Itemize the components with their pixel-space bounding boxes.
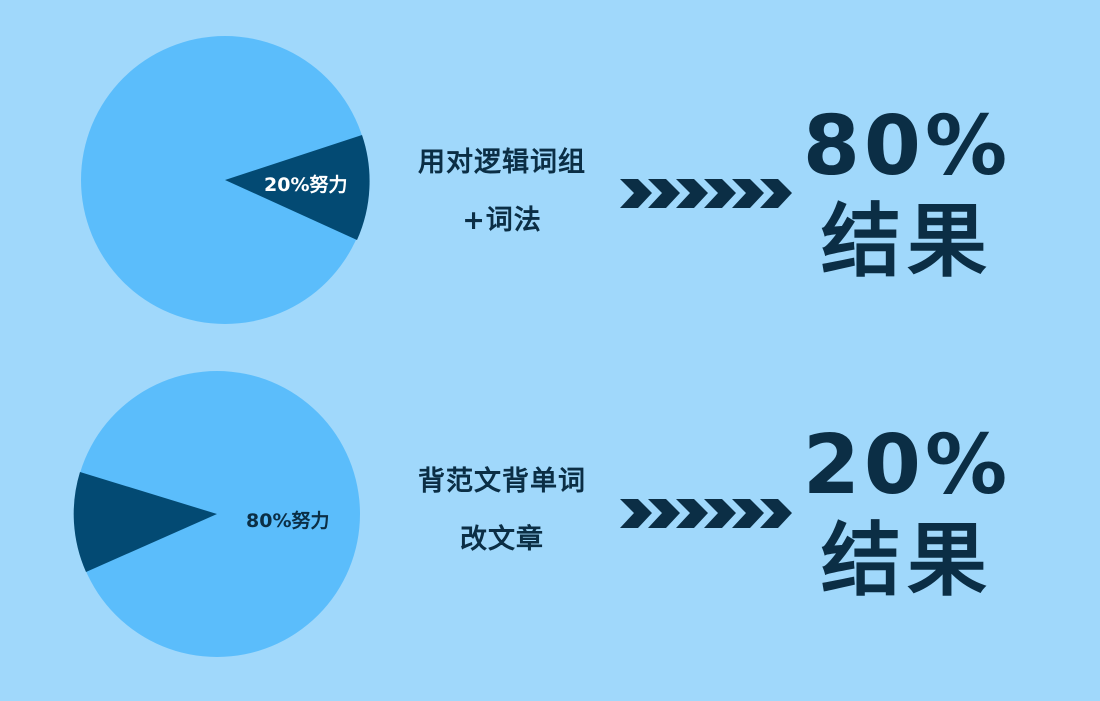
method-1-line1: 用对逻辑词组 <box>418 147 586 178</box>
result-1: 80% 结果 <box>792 106 1022 282</box>
method-2-line1: 背范文背单词 <box>418 466 586 497</box>
chevrons-right-icon <box>620 179 792 208</box>
result-2: 20% 结果 <box>792 425 1022 601</box>
method-2: 背范文背单词 改文章 <box>372 453 632 569</box>
pie-1-wedge <box>225 135 370 240</box>
pie-1-label: 20%努力 <box>264 174 348 196</box>
result-2-percent: 20% <box>802 418 1012 513</box>
method-1-line2: +词法 <box>462 205 542 236</box>
result-1-percent: 80% <box>802 99 1012 194</box>
method-2-line2: 改文章 <box>460 524 544 555</box>
pie-2-wedge <box>73 472 217 572</box>
method-1: 用对逻辑词组 +词法 <box>372 134 632 250</box>
chevrons-right-icon <box>620 499 792 528</box>
result-1-label: 结果 <box>821 195 993 288</box>
result-2-label: 结果 <box>821 514 993 607</box>
pie-2-label: 80%努力 <box>246 510 330 532</box>
